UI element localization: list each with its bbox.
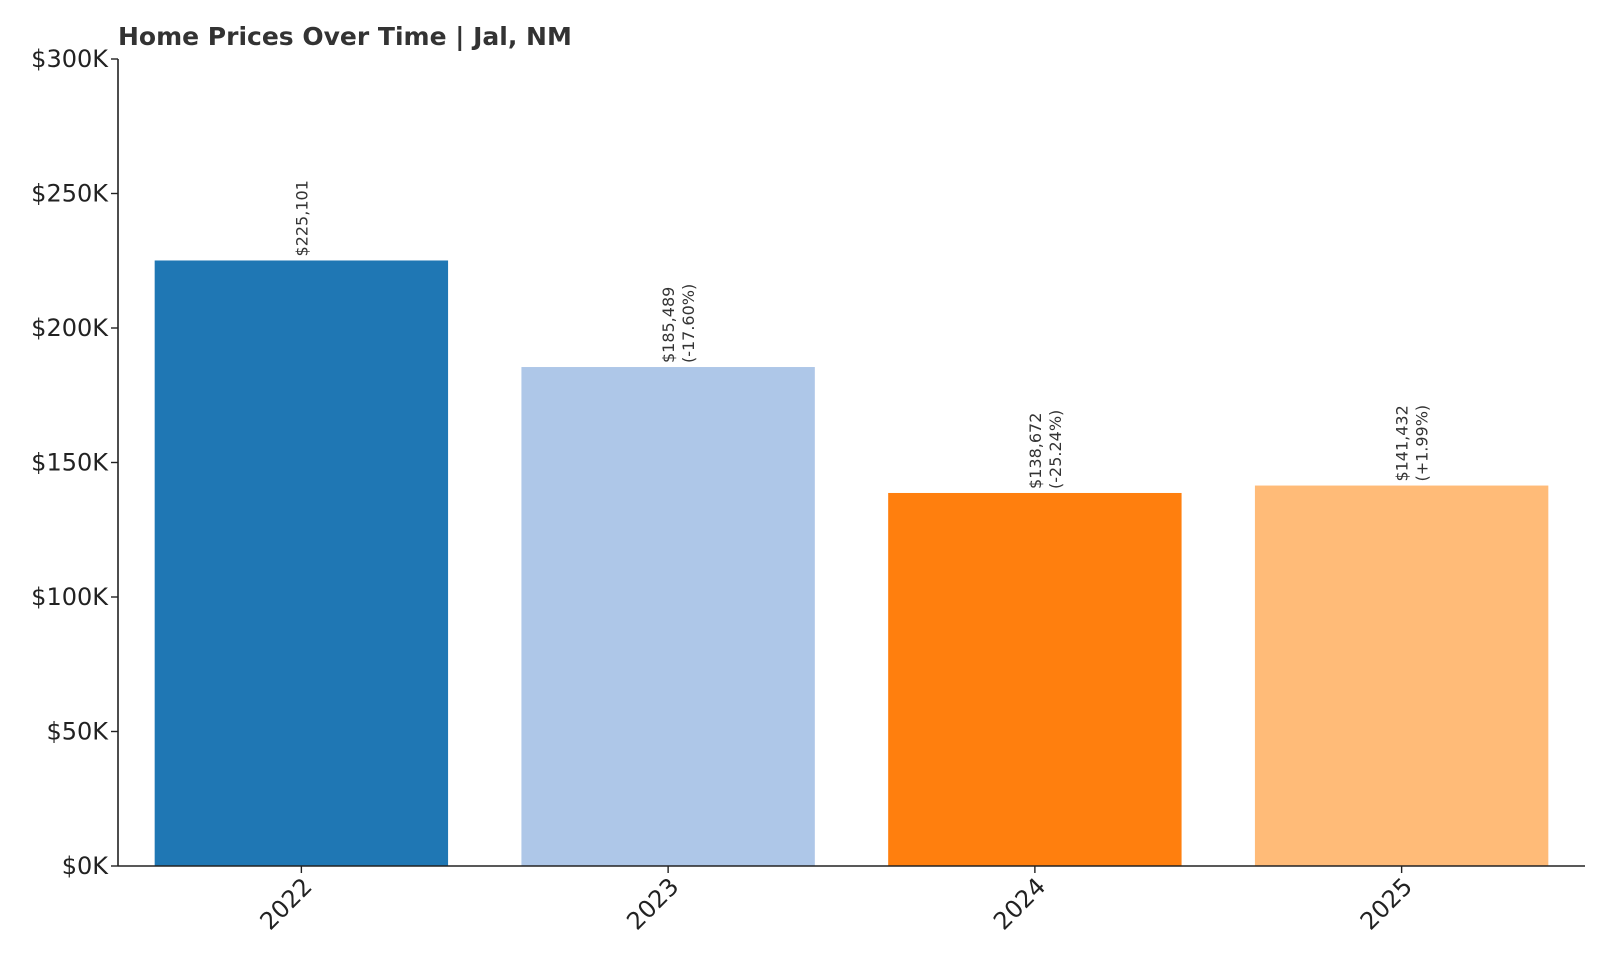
bar-value-label-2024: $138,672(-25.24%) — [1026, 410, 1065, 489]
x-tick-label-2025: 2025 — [1355, 872, 1418, 935]
y-tick-label: $50K — [46, 718, 109, 746]
y-tick-label: $100K — [31, 583, 109, 611]
y-tick-label: $150K — [31, 449, 109, 477]
bar-value-label-2022: $225,101 — [292, 180, 311, 256]
bars — [154, 260, 1549, 867]
x-tick-label-2022: 2022 — [255, 872, 318, 935]
bar-value-label-2025: $141,432(+1.99%) — [1393, 405, 1432, 482]
y-tick-label: $250K — [31, 180, 109, 208]
bar-2023 — [521, 367, 815, 866]
bar-labels: $225,101 $185,489(-17.60%) $138,672(-25.24… — [292, 180, 1431, 489]
x-tick-label-2023: 2023 — [621, 872, 684, 935]
bar-2022 — [154, 260, 449, 867]
y-tick-label: $0K — [62, 852, 110, 880]
bar-value-label-2023: $185,489(-17.60%) — [659, 284, 698, 363]
bar-2024 — [888, 492, 1182, 866]
x-tick-label-2024: 2024 — [988, 872, 1051, 935]
y-tick-label: $200K — [31, 314, 109, 342]
bar-2025 — [1254, 485, 1549, 866]
chart-title: Home Prices Over Time | Jal, NM — [118, 22, 572, 51]
y-axis: $0K $50K $100K $150K $200K $250K $300K — [31, 45, 119, 880]
y-tick-label: $300K — [31, 45, 109, 73]
x-axis: 2022 2023 2024 2025 — [118, 865, 1585, 935]
